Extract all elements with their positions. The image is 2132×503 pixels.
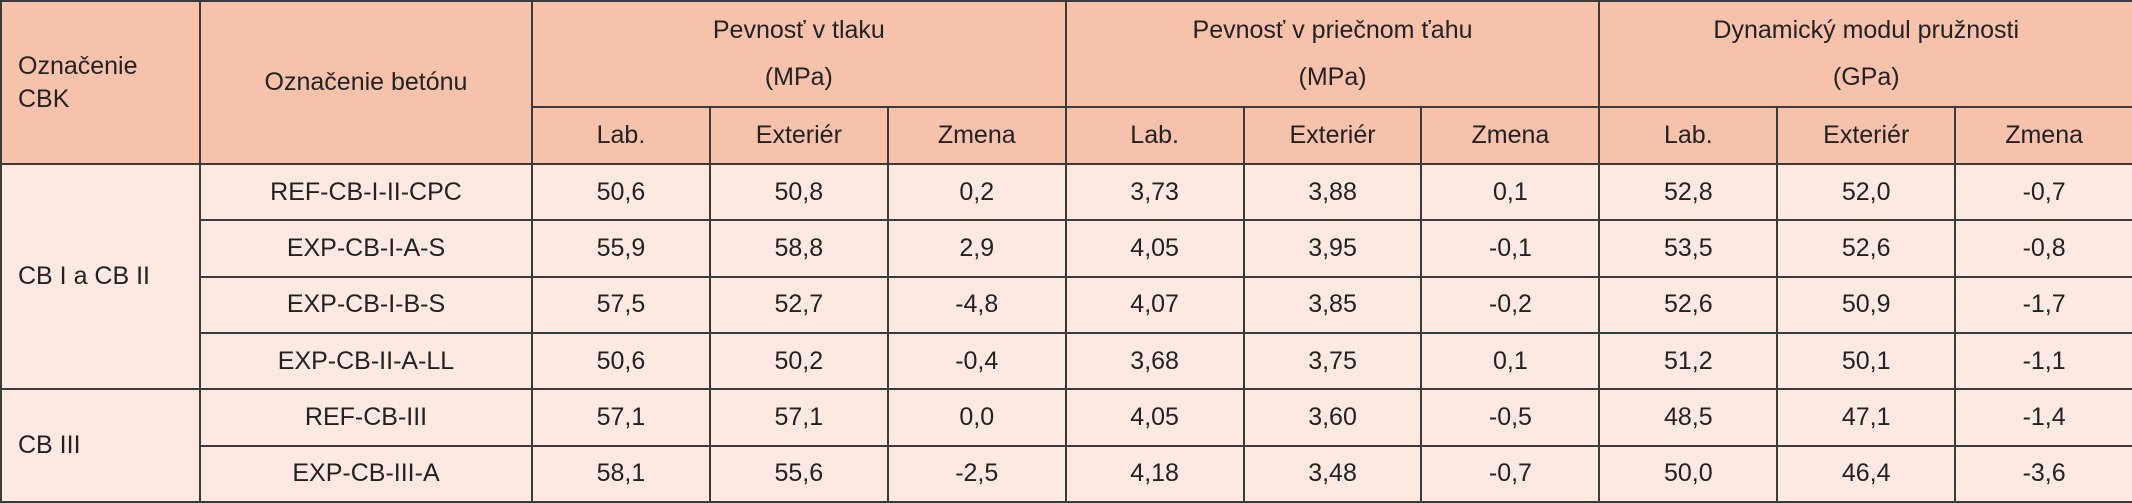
value-cell: 47,1: [1776, 388, 1957, 447]
header-cell: Označenie CBK: [0, 0, 201, 165]
group-unit: (MPa): [764, 63, 833, 91]
data-row: EXP-CB-II-A-LL 50,6 50,2 -0,4 3,68 3,75 0,1 51,…: [1, 331, 2132, 391]
sub-header: Zmena: [886, 106, 1067, 165]
value-cell: 0,1: [1420, 331, 1601, 391]
group-title: Dynamický modul pružnosti: [1713, 15, 2020, 44]
value-cell: 3,60: [1242, 388, 1423, 447]
group-header: Dynamický modul pružnosti (GPa): [1598, 0, 2132, 108]
data-row: CB III REF-CB-III 57,1 57,1 0,0 4,05 3,60 -0,5 4…: [0, 388, 2132, 503]
value-cell: 57,1: [708, 388, 889, 447]
header-text: Označenie CBK: [18, 52, 138, 113]
sub-header: Exteriér: [1242, 106, 1423, 165]
value-cell: 50,9: [1776, 275, 1957, 334]
table-header: Označenie CBK Označenie betónu Pevnosť v t…: [0, 0, 2132, 165]
sub-header: Lab.: [531, 106, 711, 165]
value-cell: 46,4: [1776, 444, 1957, 503]
value-cell: 3,73: [1064, 162, 1245, 222]
value-cell: 52,6: [1598, 275, 1779, 334]
value-cell: 3,68: [1064, 331, 1245, 391]
value-cell: 0,0: [886, 388, 1067, 447]
value-cell: -0,1: [1420, 219, 1601, 278]
value-cell: 50,0: [1598, 444, 1779, 503]
sub-header: Exteriér: [708, 106, 889, 165]
header-cell: Označenie betónu: [199, 0, 533, 165]
value-cell: -2,5: [886, 444, 1067, 503]
value-cell: 3,95: [1242, 219, 1423, 278]
value-cell: 53,5: [1598, 219, 1779, 278]
value-cell: 58,1: [531, 444, 711, 503]
data-row: EXP-CB-I-B-S 57,5 52,7 -4,8 4,07 3,85 -0,2 52,6…: [1, 275, 2132, 334]
value-cell: -1,4: [1954, 388, 2132, 447]
value-cell: 52,7: [708, 275, 889, 334]
group-header: Pevnosť v priečnom ťahu (MPa): [1064, 0, 1601, 108]
group-label: CB III: [0, 388, 201, 503]
value-cell: 50,8: [708, 162, 889, 222]
value-cell: 50,2: [708, 331, 889, 391]
value-cell: 55,6: [708, 444, 889, 503]
group-header: Pevnosť v tlaku (MPa): [531, 0, 1067, 108]
value-cell: 58,8: [708, 219, 889, 278]
value-cell: 55,9: [531, 219, 711, 278]
value-cell: 50,1: [1776, 331, 1957, 391]
sub-header: Lab.: [1064, 106, 1245, 165]
data-row: EXP-CB-III-A 58,1 55,6 -2,5 4,18 3,48 -0,7 50,0…: [1, 444, 2132, 503]
value-cell: -1,7: [1954, 275, 2132, 334]
value-cell: -3,6: [1954, 444, 2132, 503]
value-cell: 50,6: [531, 331, 711, 391]
value-cell: 0,1: [1420, 162, 1601, 222]
value-cell: 52,0: [1776, 162, 1957, 222]
value-cell: 3,88: [1242, 162, 1423, 222]
value-cell: 4,07: [1064, 275, 1245, 334]
value-cell: 3,48: [1242, 444, 1423, 503]
concrete-name: EXP-CB-II-A-LL: [199, 331, 533, 391]
table-body: CB I a CB II REF-CB-I-II-CPC 50,6 50,8 0,2 3,…: [0, 162, 2132, 503]
header-row: Označenie CBK Označenie betónu Pevnosť v t…: [0, 0, 2132, 165]
value-cell: 3,85: [1242, 275, 1423, 334]
value-cell: -0,5: [1420, 388, 1601, 447]
group-title: Pevnosť v priečnom ťahu: [1192, 15, 1473, 44]
value-cell: 3,75: [1242, 331, 1423, 391]
value-cell: 48,5: [1598, 388, 1779, 447]
value-cell: 57,5: [531, 275, 711, 334]
value-cell: -4,8: [886, 275, 1067, 334]
value-cell: 4,18: [1064, 444, 1245, 503]
sub-header: Exteriér: [1776, 106, 1957, 165]
value-cell: 4,05: [1064, 388, 1245, 447]
value-cell: -0,8: [1954, 219, 2132, 278]
group-unit: (MPa): [1298, 63, 1367, 91]
value-cell: 57,1: [531, 388, 711, 447]
concrete-name: REF-CB-I-II-CPC: [199, 162, 533, 222]
sub-header: Lab.: [1598, 106, 1779, 165]
group-unit: (GPa): [1832, 63, 1900, 91]
value-cell: 52,6: [1776, 219, 1957, 278]
concrete-name: REF-CB-III: [199, 388, 533, 447]
data-row: EXP-CB-I-A-S 55,9 58,8 2,9 4,05 3,95 -0,1 53,5 5…: [1, 219, 2132, 278]
value-cell: 50,6: [531, 162, 711, 222]
value-cell: -0,2: [1420, 275, 1601, 334]
value-cell: 4,05: [1064, 219, 1245, 278]
value-cell: -0,7: [1420, 444, 1601, 503]
value-cell: -0,7: [1954, 162, 2132, 222]
data-row: CB I a CB II REF-CB-I-II-CPC 50,6 50,8 0,2 3,…: [0, 162, 2132, 391]
group-label: CB I a CB II: [0, 162, 201, 391]
value-cell: -1,1: [1954, 331, 2132, 391]
concrete-name: EXP-CB-I-B-S: [199, 275, 533, 334]
header-row: Lab. Exteriér Zmena Lab. Exteriér Zmena Lab. Ex…: [1, 106, 2132, 165]
sub-header: Zmena: [1420, 106, 1601, 165]
concrete-name: EXP-CB-I-A-S: [199, 219, 533, 278]
group-title: Pevnosť v tlaku: [712, 15, 885, 44]
value-cell: 0,2: [886, 162, 1067, 222]
value-cell: -0,4: [886, 331, 1067, 391]
value-cell: 2,9: [886, 219, 1067, 278]
sub-header: Zmena: [1954, 106, 2132, 165]
value-cell: 52,8: [1598, 162, 1779, 222]
value-cell: 51,2: [1598, 331, 1779, 391]
concrete-name: EXP-CB-III-A: [199, 444, 533, 503]
